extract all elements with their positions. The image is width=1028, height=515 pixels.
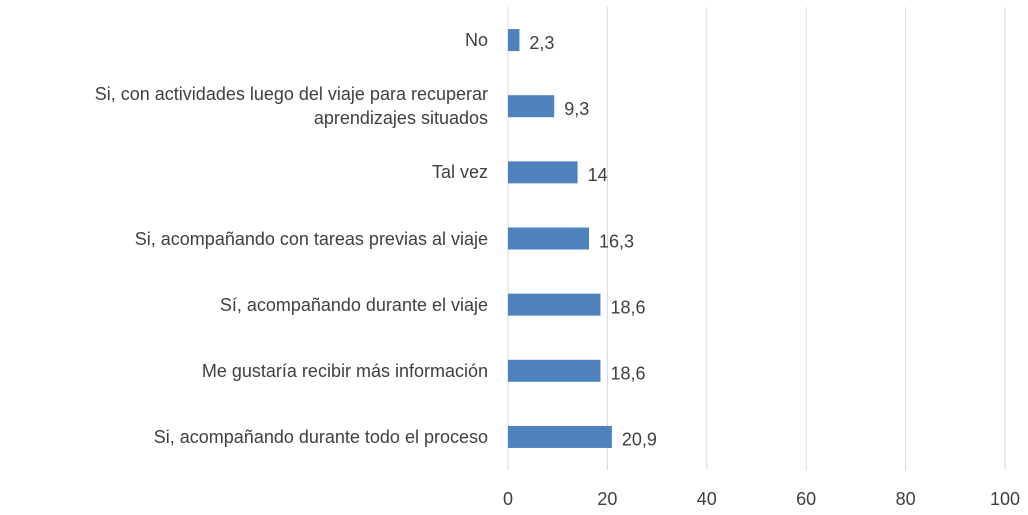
data-label: 2,3 bbox=[529, 33, 554, 53]
data-label: 18,6 bbox=[610, 364, 645, 384]
y-tick-label: Tal vez bbox=[431, 162, 488, 183]
bar bbox=[508, 29, 520, 52]
data-label: 9,3 bbox=[564, 99, 589, 119]
bar bbox=[508, 95, 555, 118]
bar bbox=[508, 359, 601, 382]
bar bbox=[508, 161, 578, 184]
y-tick-label: Sí, acompañando durante el viaje bbox=[219, 294, 488, 315]
y-tick-label: Si, acompañando durante todo el proceso bbox=[153, 426, 488, 447]
x-tick-label: 100 bbox=[990, 489, 1020, 509]
data-label: 16,3 bbox=[599, 231, 634, 251]
data-label: 18,6 bbox=[610, 297, 645, 317]
y-tick-label: Si, con actividades luego del viaje para… bbox=[94, 84, 488, 129]
y-tick-label: Me gustaría recibir más información bbox=[201, 360, 488, 381]
x-tick-label: 60 bbox=[796, 489, 816, 509]
bar bbox=[508, 293, 601, 316]
y-tick-label: No bbox=[464, 30, 488, 51]
x-tick-label: 80 bbox=[896, 489, 916, 509]
x-tick-label: 0 bbox=[503, 489, 513, 509]
data-label: 14 bbox=[588, 165, 608, 185]
x-tick-label: 20 bbox=[597, 489, 617, 509]
y-tick-label: Si, acompañando con tareas previas al vi… bbox=[134, 228, 488, 249]
bar bbox=[508, 425, 612, 448]
bar bbox=[508, 227, 590, 250]
data-label: 20,9 bbox=[622, 430, 657, 450]
x-tick-label: 40 bbox=[697, 489, 717, 509]
